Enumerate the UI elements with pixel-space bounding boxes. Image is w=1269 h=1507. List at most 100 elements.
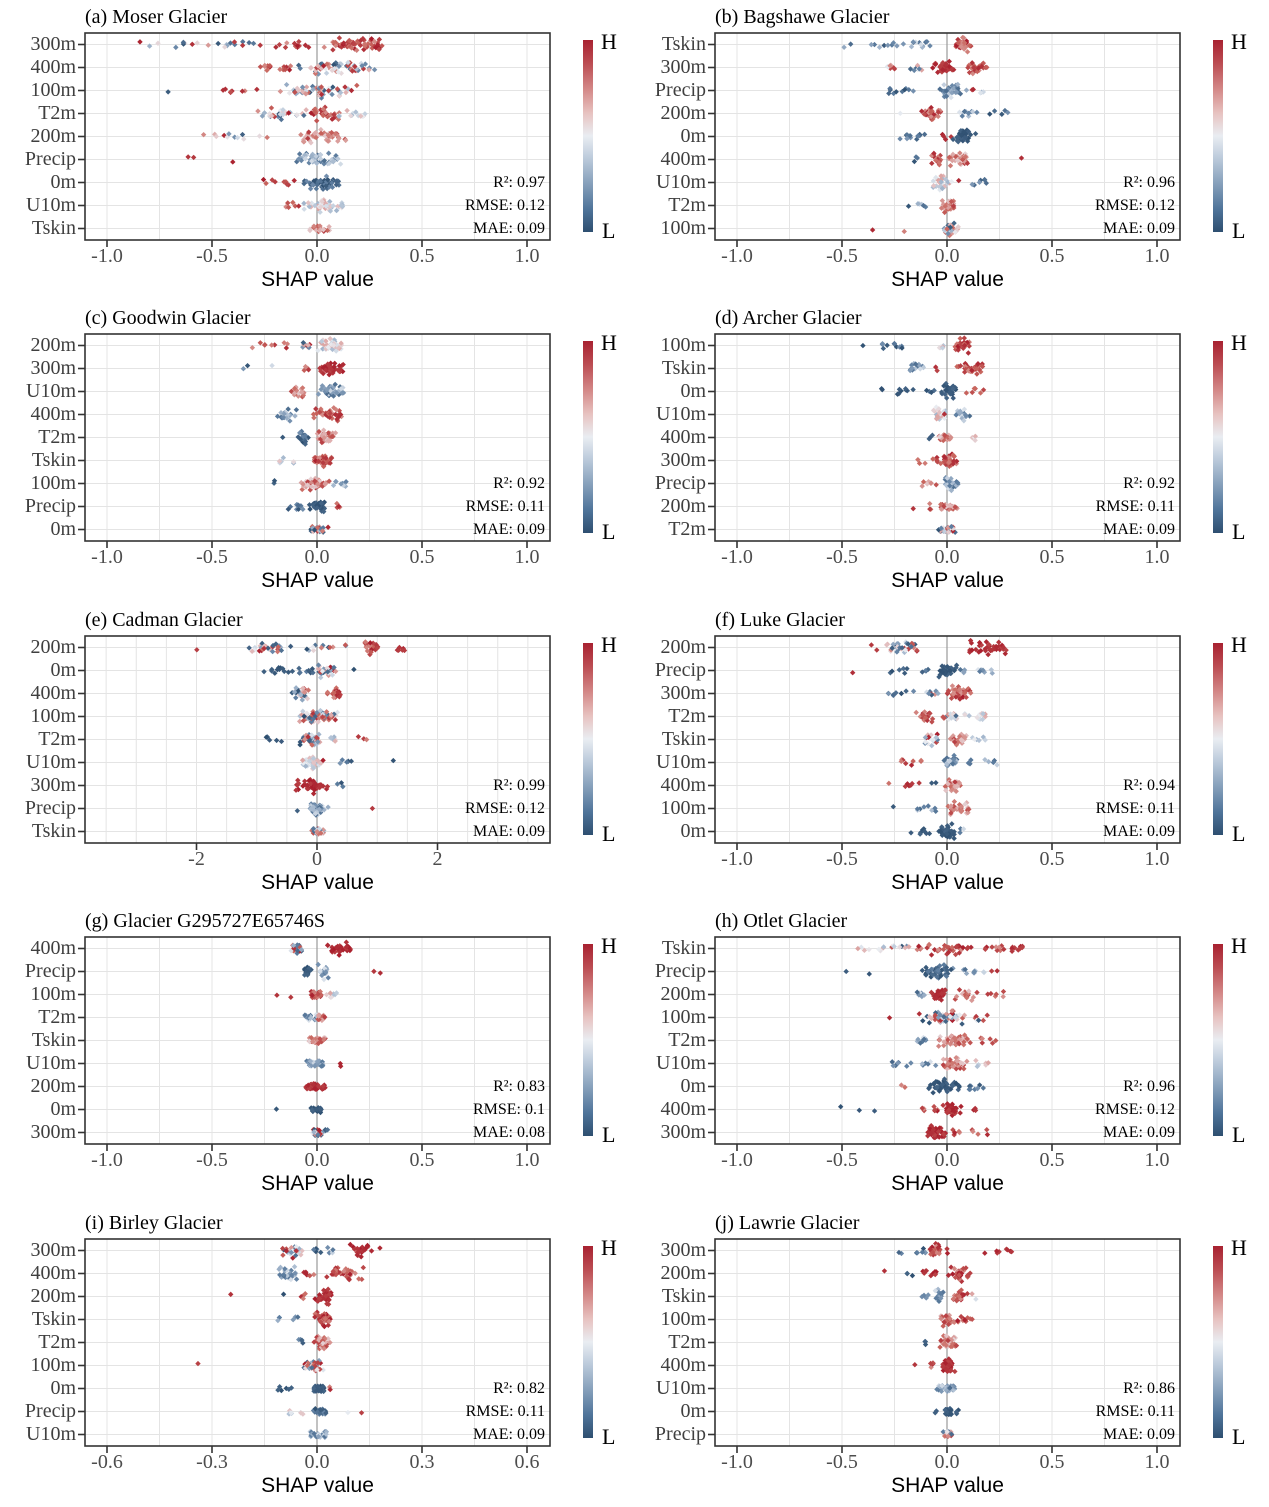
shap-point: [965, 350, 972, 356]
x-tick-label: 0.5: [1039, 1451, 1065, 1473]
shap-point: [912, 366, 918, 372]
shap-point: [278, 409, 284, 416]
shap-point: [330, 47, 336, 53]
shap-point: [222, 44, 228, 50]
shap-point: [929, 716, 936, 722]
shap-point: [996, 639, 1002, 645]
shap-point: [302, 1361, 308, 1367]
shap-point: [945, 86, 951, 92]
shap-point: [987, 1036, 993, 1042]
shap-point: [980, 711, 986, 717]
shap-point: [273, 737, 280, 744]
metric-rmse: RMSE: 0.11: [1095, 498, 1175, 515]
x-tick-label: -0.5: [826, 245, 858, 267]
shap-point: [926, 690, 932, 697]
shap-point: [941, 82, 947, 88]
shap-point: [930, 65, 936, 71]
x-axis-title: SHAP value: [891, 569, 1004, 592]
y-axis-label: T2m: [668, 193, 706, 216]
shap-point: [914, 155, 921, 161]
y-axis-label: 400m: [30, 1261, 76, 1284]
shap-point: [321, 157, 328, 164]
y-axis-label: 100m: [660, 1307, 706, 1330]
shap-point: [943, 93, 950, 99]
shap-point: [324, 1127, 331, 1133]
shap-point: [981, 669, 988, 675]
x-axis-title: SHAP value: [261, 1474, 374, 1497]
shap-point: [948, 178, 955, 185]
x-tick-label: -2: [188, 848, 205, 870]
shap-point: [992, 993, 999, 999]
shap-point: [301, 367, 307, 374]
shap-point: [918, 757, 924, 764]
y-axis-label: 100m: [660, 333, 706, 356]
shap-point: [319, 198, 325, 205]
shap-point: [285, 200, 291, 206]
shap-point: [944, 1081, 950, 1088]
shap-point: [298, 428, 305, 435]
metric-mae: MAE: 0.08: [473, 1124, 545, 1141]
shap-point: [962, 154, 969, 160]
shap-point: [952, 1368, 958, 1375]
shap-point: [312, 202, 318, 209]
shap-point: [922, 734, 929, 741]
shap-point: [241, 136, 247, 142]
shap-point: [348, 113, 354, 119]
shap-point: [973, 1057, 979, 1064]
shap-point: [974, 109, 980, 116]
shap-point: [363, 644, 370, 651]
colorbar: [583, 643, 593, 835]
shap-point: [320, 455, 326, 461]
shap-point: [310, 755, 317, 762]
shap-point: [342, 137, 349, 144]
shap-point: [324, 387, 330, 393]
shap-point: [315, 739, 321, 745]
shap-point: [327, 410, 333, 417]
shap-point: [362, 61, 369, 67]
y-axis-label: 400m: [30, 55, 76, 78]
colorbar-low-label: L: [1232, 1424, 1246, 1449]
shap-point: [946, 459, 952, 465]
shap-point: [979, 716, 986, 723]
shap-point: [1004, 1247, 1011, 1253]
shap-point: [273, 1106, 280, 1112]
shap-point: [938, 435, 945, 441]
metric-r2: R²: 0.86: [1123, 1380, 1175, 1397]
shap-point: [341, 40, 347, 46]
shap-point: [274, 666, 281, 673]
shap-point: [240, 39, 246, 45]
shap-point: [921, 111, 928, 117]
shap-point: [232, 41, 238, 48]
shap-point: [937, 829, 944, 835]
shap-point: [312, 454, 318, 461]
shap-point: [274, 992, 280, 998]
shap-point: [316, 1084, 322, 1090]
shap-point: [922, 1338, 928, 1345]
shap-point: [303, 84, 310, 90]
x-tick-label: -0.5: [196, 1149, 228, 1171]
shap-point: [356, 1248, 362, 1254]
shap-point: [910, 641, 916, 647]
y-axis-label: 400m: [660, 1353, 706, 1376]
shap-point: [155, 40, 161, 46]
shap-point: [302, 1291, 308, 1297]
y-axis-label: 200m: [660, 982, 706, 1005]
shap-point: [268, 105, 275, 111]
shap-point: [310, 411, 317, 417]
x-tick-label: -1.0: [91, 1149, 123, 1171]
shap-point: [941, 454, 948, 460]
shap-point: [988, 990, 994, 997]
shap-point: [948, 523, 955, 530]
shap-point: [923, 387, 930, 394]
y-axis-label: 0m: [50, 1097, 76, 1120]
shap-point: [921, 804, 927, 810]
x-tick-label: 0.0: [304, 1451, 330, 1473]
panel-g: (g) Glacier G295727E65746S 400m Precip 100m…: [0, 904, 634, 1205]
shap-point: [302, 156, 309, 162]
shap-point: [956, 950, 963, 956]
shap-point: [962, 801, 968, 807]
shap-point: [311, 1271, 317, 1278]
shap-point: [288, 1276, 294, 1283]
shap-point: [887, 63, 893, 69]
shap-point: [338, 340, 344, 346]
